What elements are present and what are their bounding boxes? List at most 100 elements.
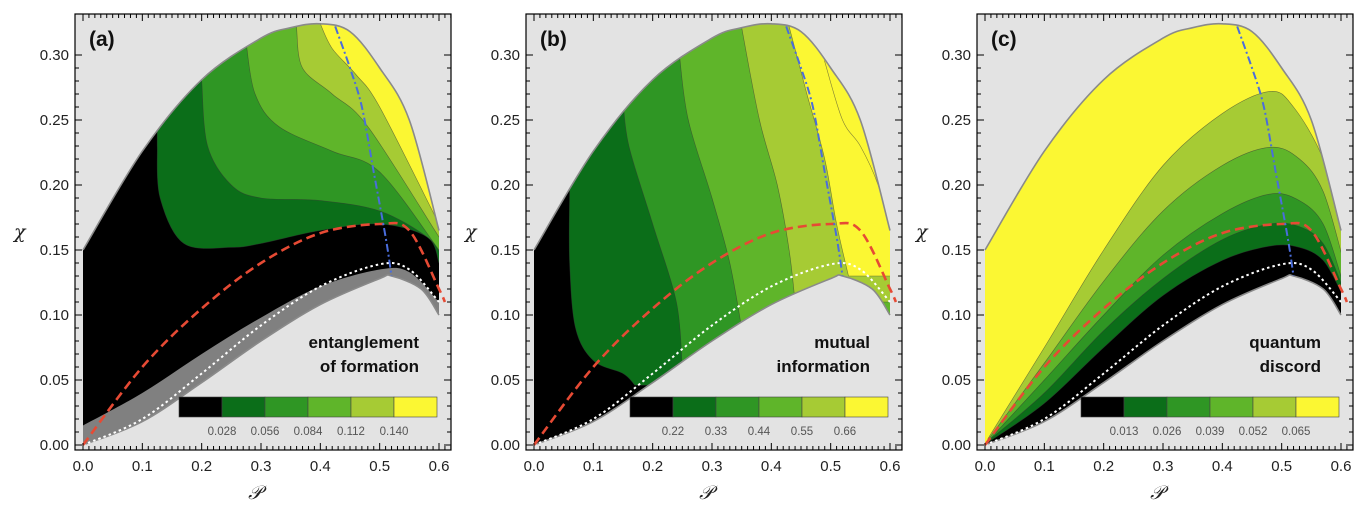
x-tick-label: 0.2 [642, 458, 663, 475]
legend-swatch [1252, 396, 1297, 418]
panel-2: 0.00 0.05 0.10 0.15 0.20 0.25 0.30 0.0 0.1 0.2 0.3… [463, 13, 903, 504]
legend-swatch [393, 396, 438, 418]
legend-tick-label: 0.052 [1239, 426, 1268, 438]
y-tick-label: 0.10 [491, 307, 520, 324]
red-dashed-line [532, 221, 898, 446]
lower-boundary [82, 274, 440, 446]
legend-swatch [758, 396, 803, 418]
x-tick-label: 0.2 [1093, 458, 1114, 475]
x-axis-title: 𝒫 [699, 482, 718, 504]
legend-tick-label: 0.039 [1196, 426, 1225, 438]
legend-swatch [629, 396, 674, 418]
legend-tick-label: 0.013 [1110, 426, 1139, 438]
panel-label: (a) [89, 28, 115, 51]
y-tick-label: 0.20 [40, 177, 69, 194]
legend-swatch [1295, 396, 1340, 418]
legend-tick-label: 0.66 [834, 426, 856, 438]
plot-frame [74, 13, 452, 451]
panel-label: (c) [991, 28, 1017, 51]
legend-tick-label: 0.44 [748, 426, 771, 438]
legend-swatch [715, 396, 760, 418]
y-tick-label: 0.25 [942, 112, 971, 129]
upper-boundary [82, 22, 440, 251]
x-tick-label: 0.6 [1331, 458, 1352, 475]
plot-frame [976, 13, 1354, 451]
axis-ticks: 0.00 0.05 0.10 0.15 0.20 0.25 0.30 0.0 0.1 0.2 0.3… [491, 14, 903, 475]
lower-boundary [533, 274, 891, 446]
y-axis-title: χ [12, 221, 27, 243]
x-axis-title: 𝒫 [1150, 482, 1169, 504]
x-tick-label: 0.4 [310, 458, 331, 475]
x-axis-title: 𝒫 [248, 482, 267, 504]
legend-tick-label: 0.33 [705, 426, 727, 438]
legend-tick-label: 0.084 [294, 426, 323, 438]
white-dotted-line [82, 262, 440, 446]
corner-label-line: discord [1260, 357, 1321, 376]
x-tick-label: 0.1 [583, 458, 604, 475]
y-tick-label: 0.20 [491, 177, 520, 194]
blue-dashdot-line [334, 26, 393, 277]
y-axis-title: χ [914, 221, 929, 243]
corner-label-line: information [777, 357, 871, 376]
white-dotted-line [533, 262, 891, 446]
corner-label-line: mutual [814, 333, 870, 352]
legend-tick-label: 0.22 [662, 426, 684, 438]
legend-swatch [801, 396, 846, 418]
legend-swatch [307, 396, 352, 418]
x-tick-label: 0.0 [524, 458, 545, 475]
legend-swatch [1123, 396, 1168, 418]
lower-boundary [984, 274, 1342, 446]
x-tick-label: 0.1 [1034, 458, 1055, 475]
legend-tick-label: 0.026 [1153, 426, 1182, 438]
y-tick-label: 0.00 [40, 437, 69, 454]
y-tick-label: 0.20 [942, 177, 971, 194]
legend-swatch [1166, 396, 1211, 418]
x-tick-label: 0.5 [369, 458, 390, 475]
y-tick-label: 0.15 [40, 242, 69, 259]
x-tick-label: 0.2 [191, 458, 212, 475]
panel-1: 0.00 0.05 0.10 0.15 0.20 0.25 0.30 0.0 0.1 0.2 0.3… [12, 13, 452, 504]
legend-swatch [264, 396, 309, 418]
corner-label-line: of formation [320, 357, 419, 376]
legend-swatch [1080, 396, 1125, 418]
x-tick-label: 0.0 [73, 458, 94, 475]
legend-tick-label: 0.028 [208, 426, 237, 438]
red-dashed-line [81, 221, 447, 446]
legend-swatch [672, 396, 717, 418]
y-tick-label: 0.30 [491, 47, 520, 64]
y-tick-label: 0.05 [491, 372, 520, 389]
axis-ticks: 0.00 0.05 0.10 0.15 0.20 0.25 0.30 0.0 0.1 0.2 0.3… [40, 14, 452, 475]
y-tick-label: 0.00 [491, 437, 520, 454]
y-tick-label: 0.15 [491, 242, 520, 259]
color-legend: 0.013 0.026 0.039 0.052 0.065 [1080, 396, 1340, 438]
panel-3: 0.00 0.05 0.10 0.15 0.20 0.25 0.30 0.0 0.1 0.2 0.3… [914, 13, 1354, 504]
corner-label-line: entanglement [308, 333, 419, 352]
x-tick-label: 0.3 [1153, 458, 1174, 475]
x-tick-label: 0.4 [1212, 458, 1233, 475]
blue-dashdot-line [1236, 26, 1295, 277]
legend-tick-label: 0.140 [380, 426, 409, 438]
legend-swatch [221, 396, 266, 418]
x-tick-label: 0.3 [251, 458, 272, 475]
axis-ticks: 0.00 0.05 0.10 0.15 0.20 0.25 0.30 0.0 0.1 0.2 0.3… [942, 14, 1354, 475]
legend-tick-label: 0.065 [1282, 426, 1311, 438]
red-dashed-line [983, 221, 1349, 446]
legend-tick-label: 0.55 [791, 426, 813, 438]
x-tick-label: 0.6 [880, 458, 901, 475]
color-legend: 0.028 0.056 0.084 0.112 0.140 [178, 396, 438, 438]
y-tick-label: 0.10 [942, 307, 971, 324]
x-tick-label: 0.3 [702, 458, 723, 475]
corner-label-line: quantum [1249, 333, 1321, 352]
y-tick-label: 0.15 [942, 242, 971, 259]
color-legend: 0.22 0.33 0.44 0.55 0.66 [629, 396, 889, 438]
y-tick-label: 0.10 [40, 307, 69, 324]
x-tick-label: 0.1 [132, 458, 153, 475]
x-tick-label: 0.5 [1271, 458, 1292, 475]
x-tick-label: 0.4 [761, 458, 782, 475]
upper-boundary [533, 22, 891, 251]
legend-swatch [178, 396, 223, 418]
upper-boundary [984, 22, 1342, 251]
panel-label: (b) [540, 28, 567, 51]
y-tick-label: 0.30 [40, 47, 69, 64]
